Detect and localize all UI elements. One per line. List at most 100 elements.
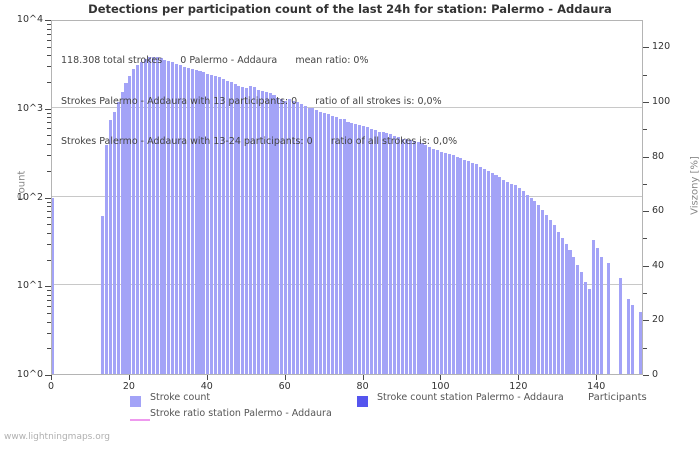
bar: [260, 90, 264, 374]
y-axis-left-minor-tick: [47, 201, 51, 203]
plot-area: 118.308 total strokes 0 Palermo - Addaur…: [51, 20, 643, 375]
bar: [513, 184, 517, 374]
y-axis-right-title: Viszony [%]: [689, 156, 700, 215]
y-axis-left-minor-tick: [47, 82, 51, 84]
legend-label: Stroke ratio station Palermo - Addaura: [150, 408, 332, 419]
y-axis-right-tick: [643, 47, 649, 49]
bar: [607, 262, 611, 374]
bar: [373, 130, 377, 374]
y-axis-right-label: 40: [652, 259, 665, 271]
bar: [256, 89, 260, 374]
bar: [498, 177, 502, 374]
bar: [369, 128, 373, 374]
bar: [362, 126, 366, 374]
bar: [186, 68, 190, 374]
bar: [506, 182, 510, 374]
bar: [463, 159, 467, 374]
bar: [284, 100, 288, 374]
bar: [408, 140, 412, 374]
bar: [397, 136, 401, 374]
bar: [549, 219, 553, 374]
y-axis-right-tick: [643, 101, 649, 103]
bar: [517, 187, 521, 374]
bar: [237, 86, 241, 374]
y-axis-left-label: 10^2: [16, 191, 43, 203]
bar: [385, 132, 389, 374]
bar: [330, 115, 334, 374]
bar: [151, 56, 155, 374]
bar: [245, 88, 249, 374]
bar: [401, 138, 405, 374]
x-axis-label: 80: [356, 381, 369, 392]
bar: [217, 77, 221, 374]
y-axis-left-minor-tick: [47, 46, 51, 48]
x-axis-label: 120: [509, 381, 528, 392]
y-axis-right-minor-tick: [643, 183, 647, 185]
x-axis-title: Participants: [588, 392, 647, 403]
bar: [229, 82, 233, 374]
bar: [140, 61, 144, 374]
bar: [638, 311, 642, 374]
y-axis-right-minor-tick: [643, 293, 647, 295]
y-axis-left-minor-tick: [47, 312, 51, 314]
bar: [225, 81, 229, 374]
y-axis-right-tick: [643, 375, 649, 376]
bar: [272, 94, 276, 374]
x-axis-tick: [51, 375, 52, 380]
bar: [233, 84, 237, 374]
bar: [510, 183, 514, 374]
y-axis-left-label: 10^4: [16, 14, 43, 25]
x-axis-label: 0: [47, 381, 55, 392]
bar: [354, 123, 358, 374]
bar: [443, 152, 447, 374]
bar: [221, 79, 225, 374]
bar: [206, 74, 210, 374]
y-axis-left-tick: [45, 286, 51, 288]
bar: [626, 299, 630, 374]
bar: [591, 240, 595, 374]
y-axis-left-tick: [45, 108, 51, 110]
y-axis-left-tick: [45, 197, 51, 199]
bar: [486, 170, 490, 374]
y-axis-left-tick: [45, 20, 51, 21]
annotation-line-3: Strokes Palermo - Addaura with 13-24 par…: [61, 136, 458, 147]
y-axis-left-minor-tick: [47, 55, 51, 57]
bar: [428, 147, 432, 374]
bar: [389, 134, 393, 374]
annotation-line-1: 118.308 total strokes 0 Palermo - Addaur…: [61, 55, 369, 66]
bar: [393, 136, 397, 374]
bar: [268, 93, 272, 374]
y-axis-left-minor-tick: [47, 243, 51, 245]
x-axis-tick: [284, 375, 286, 380]
bar: [249, 86, 253, 374]
bar: [315, 109, 319, 374]
legend-label: Stroke count station Palermo - Addaura: [377, 392, 564, 403]
bar: [595, 248, 599, 374]
bar: [264, 92, 268, 374]
y-axis-right-label: 60: [652, 205, 665, 217]
bar: [159, 58, 163, 374]
bar: [124, 83, 128, 374]
bar: [478, 167, 482, 374]
bar: [587, 289, 591, 374]
y-axis-left-minor-tick: [47, 206, 51, 208]
bar: [552, 224, 556, 374]
legend-color-swatch: [357, 396, 368, 407]
bar: [576, 264, 580, 374]
y-axis-left-minor-tick: [47, 259, 51, 261]
bar: [288, 99, 292, 374]
x-axis-tick: [128, 375, 130, 380]
bar: [276, 97, 280, 374]
bar: [295, 102, 299, 374]
y-axis-left-minor-tick: [47, 217, 51, 219]
bars-layer: [52, 21, 642, 374]
chart-title: Detections per participation count of th…: [88, 2, 612, 16]
bar: [163, 60, 167, 374]
bar: [136, 65, 140, 374]
x-axis-tick: [440, 375, 442, 380]
bar: [482, 168, 486, 374]
y-axis-left-label: 10^1: [16, 280, 43, 292]
y-axis-right-tick: [643, 156, 649, 158]
y-axis-left-minor-tick: [47, 135, 51, 137]
bar: [560, 238, 564, 374]
